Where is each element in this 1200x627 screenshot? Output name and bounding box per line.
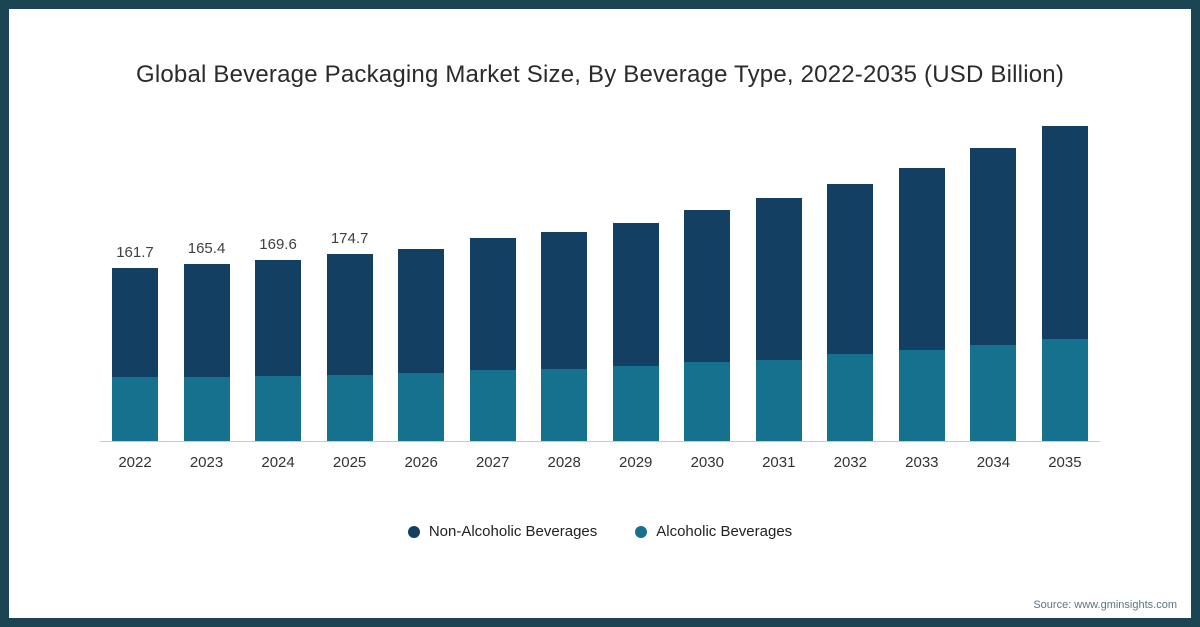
bar-segment-alcoholic bbox=[469, 370, 516, 441]
bar-column: 174.7 bbox=[326, 230, 373, 441]
x-axis-label: 2027 bbox=[475, 454, 510, 471]
bar-segment-alcoholic bbox=[541, 369, 588, 441]
bar-segment-alcoholic bbox=[612, 366, 659, 441]
legend-label-non-alcoholic: Non-Alcoholic Beverages bbox=[428, 523, 598, 540]
x-axis-label: 2023 bbox=[189, 454, 224, 471]
bar-column bbox=[1041, 119, 1088, 441]
bar-column bbox=[612, 216, 659, 441]
bar-total-label: 161.7 bbox=[116, 244, 154, 261]
bar-column: 161.7 bbox=[112, 244, 158, 441]
bar-segment-alcoholic bbox=[398, 373, 445, 441]
x-axis-label: 2028 bbox=[547, 454, 581, 471]
bar-segment-alcoholic bbox=[827, 354, 874, 441]
bar-segment-alcoholic bbox=[684, 362, 731, 441]
bar-segment-non-alcoholic bbox=[183, 264, 230, 377]
bar-segment-non-alcoholic bbox=[612, 223, 659, 366]
legend-label-alcoholic: Alcoholic Beverages bbox=[656, 523, 793, 540]
bar-segment-non-alcoholic bbox=[827, 184, 874, 354]
bar-segment-non-alcoholic bbox=[469, 238, 516, 370]
bar-segment-alcoholic bbox=[898, 350, 945, 441]
bar-segment-non-alcoholic bbox=[255, 260, 302, 376]
source-attribution: Source: www.gminsights.com bbox=[1033, 599, 1177, 611]
bar-column bbox=[898, 161, 945, 441]
bar-segment-alcoholic bbox=[326, 375, 373, 441]
x-axis-label: 2032 bbox=[833, 454, 867, 471]
bar-segment-non-alcoholic bbox=[684, 210, 731, 362]
bar-segment-alcoholic bbox=[755, 360, 802, 441]
x-axis-label: 2034 bbox=[976, 454, 1011, 471]
bar-segment-non-alcoholic bbox=[541, 232, 588, 369]
bar-column bbox=[970, 141, 1017, 441]
bar-segment-non-alcoholic bbox=[755, 198, 802, 360]
bar-segment-alcoholic bbox=[970, 345, 1017, 441]
x-axis-label: 2033 bbox=[905, 454, 939, 471]
legend-item-alcoholic: Alcoholic Beverages bbox=[635, 523, 792, 540]
x-axis-label: 2022 bbox=[118, 454, 152, 471]
bar-segment-non-alcoholic bbox=[1041, 126, 1088, 339]
bar-total-label: 174.7 bbox=[330, 230, 369, 247]
bar-segment-non-alcoholic bbox=[898, 168, 945, 350]
bar-segment-non-alcoholic bbox=[326, 254, 373, 375]
bar-total-label: 165.4 bbox=[187, 240, 226, 257]
bar-plot: 161.7 165.4 169.6 174.7 bbox=[100, 112, 1100, 442]
legend-item-non-alcoholic: Non-Alcoholic Beverages bbox=[407, 523, 598, 540]
bar-column bbox=[827, 177, 874, 441]
legend: Non-Alcoholic Beverages Alcoholic Bevera… bbox=[9, 523, 1191, 540]
bar-segment-non-alcoholic bbox=[112, 268, 158, 377]
x-axis-labels: 2022 2023 2024 2025 2026 2027 2028 2029 2030 2031… bbox=[100, 454, 1100, 471]
bar-column bbox=[469, 231, 516, 441]
plot-area: 161.7 165.4 169.6 174.7 2022 2023 2024 2025 202… bbox=[100, 112, 1100, 471]
x-axis-label: 2031 bbox=[762, 454, 796, 471]
x-axis-label: 2025 bbox=[332, 454, 367, 471]
bar-total-label: 169.6 bbox=[259, 236, 297, 253]
bar-column: 169.6 bbox=[255, 236, 302, 441]
bar-segment-alcoholic bbox=[255, 376, 302, 441]
x-axis-label: 2030 bbox=[690, 454, 724, 471]
legend-dot-alcoholic-icon bbox=[635, 525, 648, 538]
chart-title: Global Beverage Packaging Market Size, B… bbox=[135, 61, 1065, 88]
bar-segment-alcoholic bbox=[1041, 339, 1088, 441]
x-axis-label: 2024 bbox=[261, 454, 295, 471]
x-axis-label: 2029 bbox=[619, 454, 653, 471]
bar-column bbox=[541, 225, 588, 441]
bar-column bbox=[755, 191, 802, 441]
bar-column bbox=[684, 203, 731, 441]
x-axis-label: 2035 bbox=[1048, 454, 1082, 471]
bar-column bbox=[398, 242, 445, 441]
bar-segment-alcoholic bbox=[183, 377, 230, 441]
bar-segment-alcoholic bbox=[112, 377, 158, 441]
legend-dot-non-alcoholic-icon bbox=[407, 525, 420, 538]
bar-column: 165.4 bbox=[183, 240, 230, 441]
bar-segment-non-alcoholic bbox=[398, 249, 445, 373]
x-axis-label: 2026 bbox=[404, 454, 438, 471]
bar-segment-non-alcoholic bbox=[970, 148, 1017, 345]
